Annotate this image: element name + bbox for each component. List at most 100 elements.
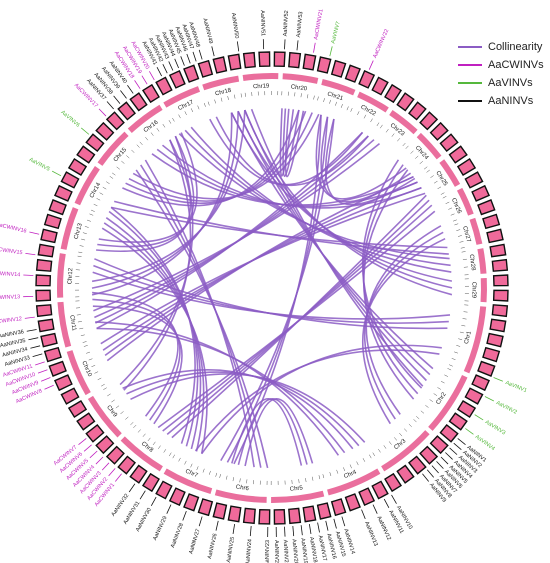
- legend-swatch-collinearity: [458, 46, 482, 48]
- chromosome-label: Chr22: [359, 104, 377, 117]
- gene-marker: [431, 465, 439, 474]
- chromosome-label: Chr13: [74, 222, 85, 240]
- tick-mark: [440, 192, 445, 195]
- tick-mark: [391, 133, 395, 137]
- tick-mark: [402, 142, 406, 147]
- outer-tile: [212, 56, 228, 74]
- tick-mark: [240, 93, 242, 98]
- outer-tile: [288, 507, 302, 525]
- chromosome-band: [480, 277, 488, 303]
- tick-mark: [329, 472, 332, 477]
- tick-mark: [227, 95, 229, 101]
- outer-tile: [330, 59, 347, 78]
- outer-tile: [330, 498, 347, 517]
- gene-marker: [474, 414, 484, 421]
- outer-tile: [371, 76, 389, 96]
- gene-label: AaVINV5: [28, 157, 51, 173]
- tick-mark: [447, 368, 452, 371]
- outer-tile: [273, 508, 286, 525]
- outer-tile: [60, 171, 80, 189]
- gene-label: AaNINV29: [152, 515, 168, 541]
- tick-mark: [322, 474, 325, 479]
- tick-mark: [142, 433, 146, 437]
- tick-mark: [97, 377, 102, 381]
- tick-mark: [461, 251, 466, 253]
- tick-mark: [78, 251, 83, 254]
- outer-tile: [448, 145, 468, 164]
- tick-mark: [77, 321, 82, 323]
- tick-mark: [232, 477, 234, 482]
- legend: Collinearity AaCWINVs AaVINVs AaNINVs: [458, 38, 546, 110]
- tick-mark: [413, 419, 417, 423]
- tick-mark: [329, 99, 331, 104]
- gene-marker: [98, 108, 107, 117]
- outer-tile: [486, 332, 504, 348]
- tick-mark: [376, 122, 380, 127]
- tick-mark: [383, 445, 387, 449]
- tick-mark: [84, 226, 89, 228]
- tick-mark: [120, 411, 124, 415]
- gene-marker: [149, 71, 155, 81]
- tick-mark: [415, 155, 419, 159]
- gene-marker: [128, 483, 136, 493]
- collinearity-link: [132, 113, 320, 200]
- gene-marker: [37, 369, 48, 374]
- collinearity-link: [284, 108, 305, 178]
- gene-marker: [308, 523, 312, 534]
- outer-tile: [408, 101, 427, 121]
- collinearity-link: [91, 110, 246, 283]
- chromosome-band: [214, 489, 267, 503]
- gene-marker: [127, 85, 134, 94]
- outer-tile: [384, 472, 403, 493]
- outer-tile: [344, 493, 361, 512]
- gene-label: AaCWINV22: [372, 28, 390, 59]
- tick-mark: [456, 229, 461, 231]
- tick-mark: [454, 351, 458, 354]
- outer-tile: [477, 360, 496, 377]
- gene-marker: [106, 101, 114, 110]
- tick-mark: [130, 422, 134, 426]
- gene-marker: [162, 64, 168, 74]
- tick-mark: [172, 454, 175, 459]
- outer-tile: [43, 213, 62, 230]
- legend-swatch-ninv: [458, 100, 482, 102]
- outer-tile: [53, 184, 73, 202]
- tick-mark: [226, 475, 228, 480]
- tick-mark: [93, 203, 98, 207]
- outer-tile: [76, 145, 96, 164]
- tick-mark: [426, 169, 430, 173]
- outer-tile: [85, 133, 105, 152]
- outer-tile: [117, 101, 136, 121]
- chromosome-band: [242, 73, 279, 81]
- tick-mark: [356, 461, 359, 466]
- outer-tile: [197, 59, 214, 78]
- chromosome-band: [163, 86, 201, 108]
- tick-mark: [82, 232, 87, 235]
- gene-marker: [186, 53, 191, 64]
- gene-label: AaCWINV15: [0, 246, 23, 256]
- gene-marker: [372, 504, 378, 514]
- gene-marker: [300, 525, 303, 536]
- gene-label: AaCWINV21: [313, 9, 324, 41]
- tick-mark: [234, 94, 236, 99]
- gene-label: AaNINV13: [363, 521, 378, 547]
- tick-mark: [311, 476, 314, 481]
- gene-label: AaCWINV14: [0, 271, 20, 279]
- outer-tile: [35, 274, 52, 287]
- tick-mark: [370, 118, 373, 123]
- outer-tile: [464, 387, 484, 405]
- tick-mark: [131, 149, 135, 153]
- tick-mark: [437, 387, 441, 390]
- legend-swatch-cwinv: [458, 64, 482, 66]
- tick-mark: [178, 114, 181, 119]
- gene-marker: [139, 490, 146, 500]
- outer-tile: [67, 400, 88, 419]
- outer-tile: [471, 184, 491, 202]
- tick-mark: [429, 399, 434, 402]
- tick-mark: [88, 358, 93, 361]
- gene-label: AaNINV21: [282, 540, 289, 563]
- gene-label: AaNINV17: [317, 535, 328, 562]
- collinearity-link: [93, 142, 381, 312]
- tick-mark: [79, 327, 84, 330]
- gene-marker: [284, 526, 286, 537]
